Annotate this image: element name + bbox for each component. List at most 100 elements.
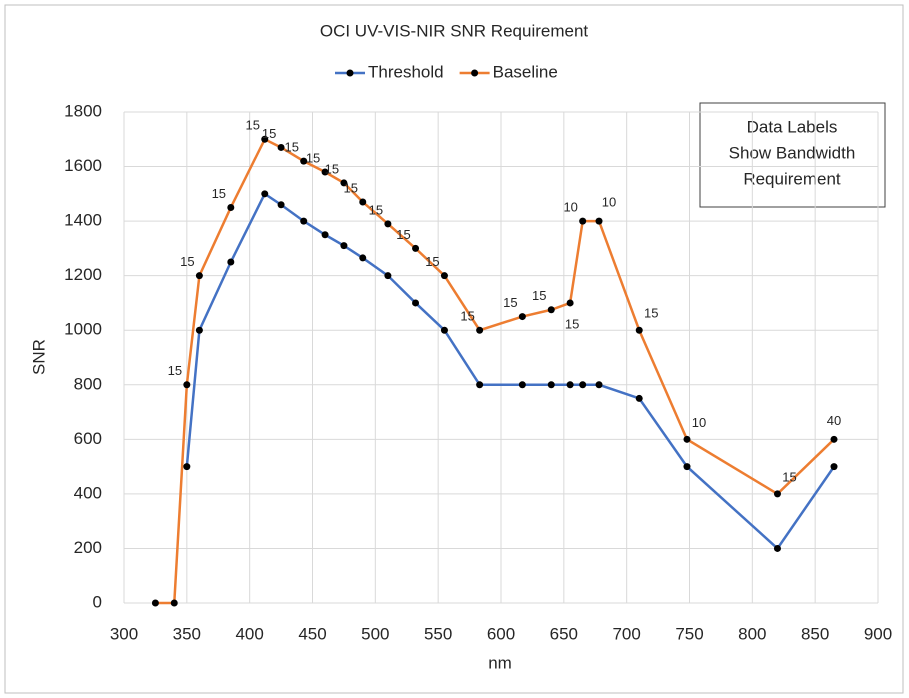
marker [518,313,526,321]
marker [683,435,691,443]
line [185,192,836,551]
data-label: 15 [284,140,298,155]
legend-marker [346,69,354,77]
marker [547,306,555,314]
y-tick-label: 0 [93,592,102,611]
x-tick-label: 400 [235,624,263,643]
data-label: 40 [827,413,841,428]
x-tick-label: 900 [864,624,892,643]
x-tick-label: 450 [298,624,326,643]
data-label: 15 [344,180,358,195]
data-label: 15 [503,295,517,310]
marker [227,258,235,266]
legend-marker [471,69,479,77]
marker [183,381,191,389]
annotation: Show Bandwidth [729,143,856,162]
marker [440,272,448,280]
data-label: 10 [563,200,577,215]
x-tick-label: 550 [424,624,452,643]
marker [321,231,329,239]
x-tick-label: 350 [173,624,201,643]
data-label: 15 [369,202,383,217]
y-axis-label: SNR [29,339,48,375]
marker [476,381,484,389]
data-label: 15 [396,227,410,242]
x-tick-label: 300 [110,624,138,643]
marker [773,490,781,498]
marker [384,220,392,228]
marker [170,599,178,607]
marker [195,272,203,280]
marker [635,326,643,334]
annotation-box [699,102,886,208]
data-label: 15 [180,254,194,269]
marker [195,326,203,334]
line [155,137,835,605]
data-label: 15 [306,150,320,165]
data-label: 15 [460,309,474,324]
data-label: 15 [168,363,182,378]
marker [277,201,285,209]
chart-title: OCI UV-VIS-NIR SNR Requirement [320,21,589,40]
marker [261,190,269,198]
y-tick-label: 200 [74,538,102,557]
marker [830,463,838,471]
x-tick-label: 850 [801,624,829,643]
data-label: 15 [325,161,339,176]
marker [579,217,587,225]
x-axis-label: nm [488,653,512,672]
marker [773,544,781,552]
marker [547,381,555,389]
data-label: 15 [532,288,546,303]
marker [227,203,235,211]
annotation: Data Labels [747,117,838,136]
x-tick-label: 650 [550,624,578,643]
data-label: 10 [692,415,706,430]
y-tick-label: 1000 [64,320,102,339]
x-tick-label: 750 [675,624,703,643]
data-label: 15 [644,306,658,321]
y-tick-label: 1800 [64,101,102,120]
marker [579,381,587,389]
marker [340,179,348,187]
marker [300,217,308,225]
marker [384,272,392,280]
legend-label: Threshold [368,62,444,81]
marker [518,381,526,389]
marker [595,217,603,225]
marker [277,143,285,151]
marker [183,463,191,471]
x-tick-label: 800 [738,624,766,643]
x-tick-label: 700 [612,624,640,643]
marker [595,381,603,389]
marker [566,299,574,307]
y-tick-label: 400 [74,483,102,502]
data-label: 15 [246,118,260,133]
marker [151,599,159,607]
marker [300,157,308,165]
marker [261,135,269,143]
marker [412,244,420,252]
data-label: 15 [782,469,796,484]
y-tick-label: 600 [74,429,102,448]
y-tick-label: 1600 [64,156,102,175]
legend-label: Baseline [493,62,558,81]
data-label: 15 [425,254,439,269]
data-label: 15 [212,186,226,201]
marker [340,242,348,250]
marker [566,381,574,389]
grid [123,111,879,604]
marker [635,394,643,402]
marker [476,326,484,334]
marker [359,254,367,262]
data-label: 15 [262,126,276,141]
data-label: 10 [602,195,616,210]
y-tick-label: 1400 [64,211,102,230]
annotation: Requirement [743,169,841,188]
x-tick-label: 500 [361,624,389,643]
marker [830,435,838,443]
y-tick-label: 1200 [64,265,102,284]
y-tick-label: 800 [74,374,102,393]
marker [440,326,448,334]
